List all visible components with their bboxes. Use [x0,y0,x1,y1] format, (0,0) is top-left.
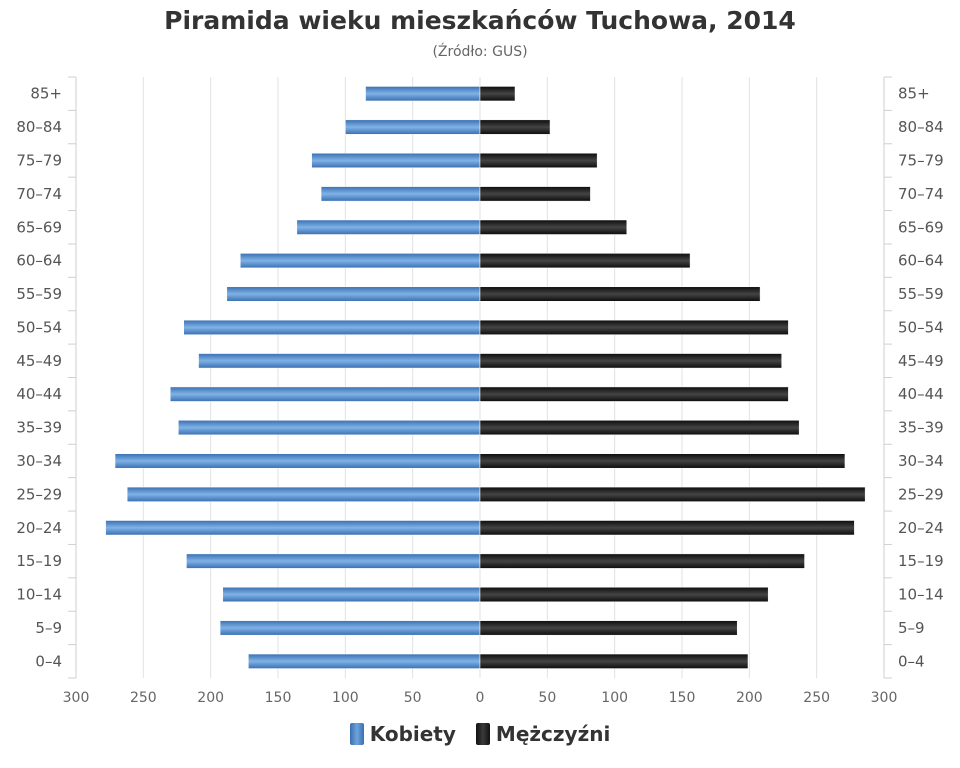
x-tick-label: 100 [332,690,359,706]
category-label-right: 20–24 [898,519,944,537]
bar-men [479,253,691,269]
x-tick-label: 250 [803,690,830,706]
category-label-right: 80–84 [898,118,944,136]
bar-men [479,486,866,502]
bar-men [479,186,591,202]
bar-men [479,520,855,536]
bar-men [479,420,800,436]
bar-women [126,486,481,502]
bar-men [479,653,749,669]
bar-men [479,86,516,102]
x-tick-label: 50 [404,690,422,706]
category-label-left: 10–14 [16,586,62,604]
bar-men [479,620,738,636]
category-label-left: 60–64 [16,252,62,270]
category-label-left: 75–79 [16,151,62,169]
bar-women [226,286,481,302]
bar-men [479,453,846,469]
category-label-left: 40–44 [16,385,62,403]
bar-men [479,152,598,168]
x-tick-label: 150 [669,690,696,706]
x-tick-label: 0 [476,690,485,706]
category-label-left: 50–54 [16,318,62,336]
bar-women [248,653,481,669]
category-label-left: 85+ [30,85,62,103]
category-label-right: 5–9 [898,619,925,637]
category-label-left: 35–39 [16,419,62,437]
bar-women [170,386,481,402]
chart-legend: Kobiety Mężczyźni [0,722,960,746]
bar-men [479,353,782,369]
category-label-left: 30–34 [16,452,62,470]
bar-women [365,86,481,102]
bar-women [240,253,481,269]
category-label-right: 85+ [898,85,930,103]
category-label-right: 10–14 [898,586,944,604]
bar-men [479,553,805,569]
bar-women [198,353,481,369]
legend-item-men[interactable]: Mężczyźni [475,722,611,746]
category-label-left: 15–19 [16,552,62,570]
bar-men [479,386,789,402]
category-label-right: 0–4 [898,652,925,670]
bar-women [219,620,481,636]
category-label-right: 35–39 [898,419,944,437]
x-tick-label: 100 [601,690,628,706]
legend-label-women: Kobiety [369,722,456,746]
bar-women [320,186,481,202]
category-label-right: 75–79 [898,151,944,169]
x-tick-label: 300 [871,690,898,706]
legend-item-women[interactable]: Kobiety [349,722,456,746]
bar-women [183,319,481,335]
legend-label-men: Mężczyźni [495,722,611,746]
category-label-right: 30–34 [898,452,944,470]
category-label-left: 25–29 [16,485,62,503]
category-label-right: 65–69 [898,218,944,236]
bar-women [114,453,481,469]
category-label-right: 55–59 [898,285,944,303]
category-label-left: 5–9 [35,619,62,637]
x-tick-label: 300 [63,690,90,706]
category-label-left: 55–59 [16,285,62,303]
bar-women [345,119,481,135]
chart-title: Piramida wieku mieszkańców Tuchowa, 2014 [164,6,796,35]
x-tick-label: 200 [197,690,224,706]
category-label-right: 70–74 [898,185,944,203]
bar-women [178,420,481,436]
category-label-right: 60–64 [898,252,944,270]
bar-men [479,286,761,302]
population-pyramid-chart: 300 250 200 150 100 50 0 50 100 150 200 250 300 85+ 85… [16,76,944,706]
bar-men [479,119,551,135]
bar-women [222,587,481,603]
category-label-left: 0–4 [35,652,62,670]
category-label-right: 45–49 [898,352,944,370]
x-tick-label: 50 [538,690,556,706]
category-label-right: 25–29 [898,485,944,503]
chart-subtitle: (Źródło: GUS) [432,44,528,60]
category-label-left: 70–74 [16,185,62,203]
bar-women [105,520,481,536]
x-tick-label: 150 [265,690,292,706]
bar-men [479,319,789,335]
legend-swatch-women [349,723,364,745]
bar-women [296,219,481,235]
bar-women [311,152,481,168]
category-label-left: 45–49 [16,352,62,370]
x-tick-label: 200 [736,690,763,706]
category-label-left: 80–84 [16,118,62,136]
category-label-left: 65–69 [16,218,62,236]
bar-men [479,587,769,603]
category-label-right: 40–44 [898,385,944,403]
bar-women [186,553,481,569]
legend-swatch-men [475,723,490,745]
bar-men [479,219,628,235]
category-label-right: 15–19 [898,552,944,570]
category-label-left: 20–24 [16,519,62,537]
category-label-right: 50–54 [898,318,944,336]
x-tick-label: 250 [130,690,157,706]
